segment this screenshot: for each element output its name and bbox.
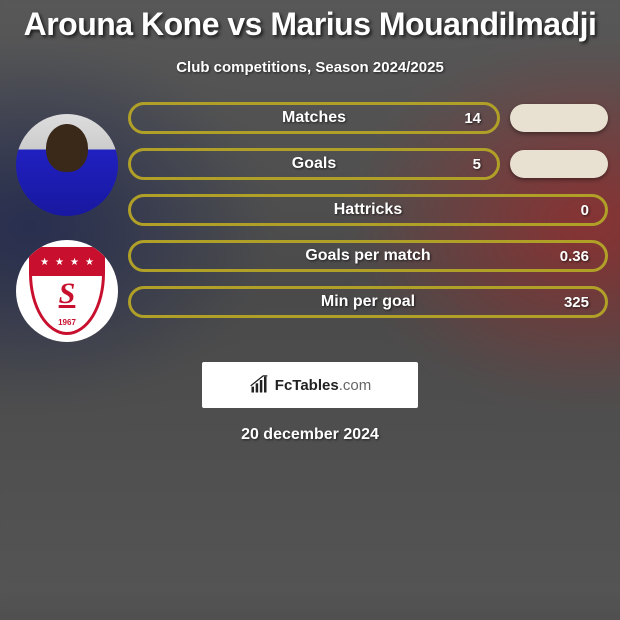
stat-label: Goals per match (305, 247, 430, 265)
stat-bar: Hattricks 0 (128, 194, 608, 226)
attribution-name: FcTables (275, 377, 339, 394)
stat-bar: Min per goal 325 (128, 286, 608, 318)
star-icon: ★ (40, 258, 49, 268)
club-avatar: ★ ★ ★ ★ S 1967 (16, 240, 118, 342)
stat-row: Goals 5 (128, 148, 608, 180)
stat-bar: Goals per match 0.36 (128, 240, 608, 272)
club-letter: S (29, 277, 105, 311)
stat-row: Goals per match 0.36 (128, 240, 608, 272)
stat-label: Goals (292, 155, 336, 173)
stat-value: 325 (564, 294, 589, 311)
stat-label: Matches (282, 109, 346, 127)
left-column: ★ ★ ★ ★ S 1967 (6, 102, 128, 342)
page-subtitle: Club competitions, Season 2024/2025 (0, 59, 620, 76)
stat-label: Min per goal (321, 293, 415, 311)
main-row: ★ ★ ★ ★ S 1967 Matches 14 Goals 5 Hattricks 0… (0, 102, 620, 342)
star-icon: ★ (55, 258, 64, 268)
stat-row: Hattricks 0 (128, 194, 608, 226)
page-title: Arouna Kone vs Marius Mouandilmadji (0, 6, 620, 43)
player-avatar (16, 114, 118, 216)
attribution-text: FcTables.com (275, 377, 371, 394)
attribution-suffix: .com (339, 377, 372, 394)
stat-label: Hattricks (334, 201, 402, 219)
star-icon: ★ (85, 258, 94, 268)
star-icon: ★ (70, 258, 79, 268)
stat-value: 5 (473, 156, 481, 173)
stat-value: 0 (581, 202, 589, 219)
content-root: Arouna Kone vs Marius Mouandilmadji Club… (0, 0, 620, 444)
chart-icon (249, 375, 269, 395)
stat-row: Matches 14 (128, 102, 608, 134)
stat-bar: Matches 14 (128, 102, 500, 134)
stat-pill (510, 150, 608, 178)
stat-value: 0.36 (560, 248, 589, 265)
stat-bar: Goals 5 (128, 148, 500, 180)
stats-column: Matches 14 Goals 5 Hattricks 0 Goals per match… (128, 102, 614, 318)
attribution-box: FcTables.com (202, 362, 418, 408)
date-text: 20 december 2024 (0, 426, 620, 444)
club-badge-top: ★ ★ ★ ★ (32, 250, 102, 276)
club-badge: ★ ★ ★ ★ S 1967 (29, 247, 105, 335)
stat-pill (510, 104, 608, 132)
stat-value: 14 (464, 110, 481, 127)
club-year: 1967 (29, 318, 105, 327)
stat-row: Min per goal 325 (128, 286, 608, 318)
